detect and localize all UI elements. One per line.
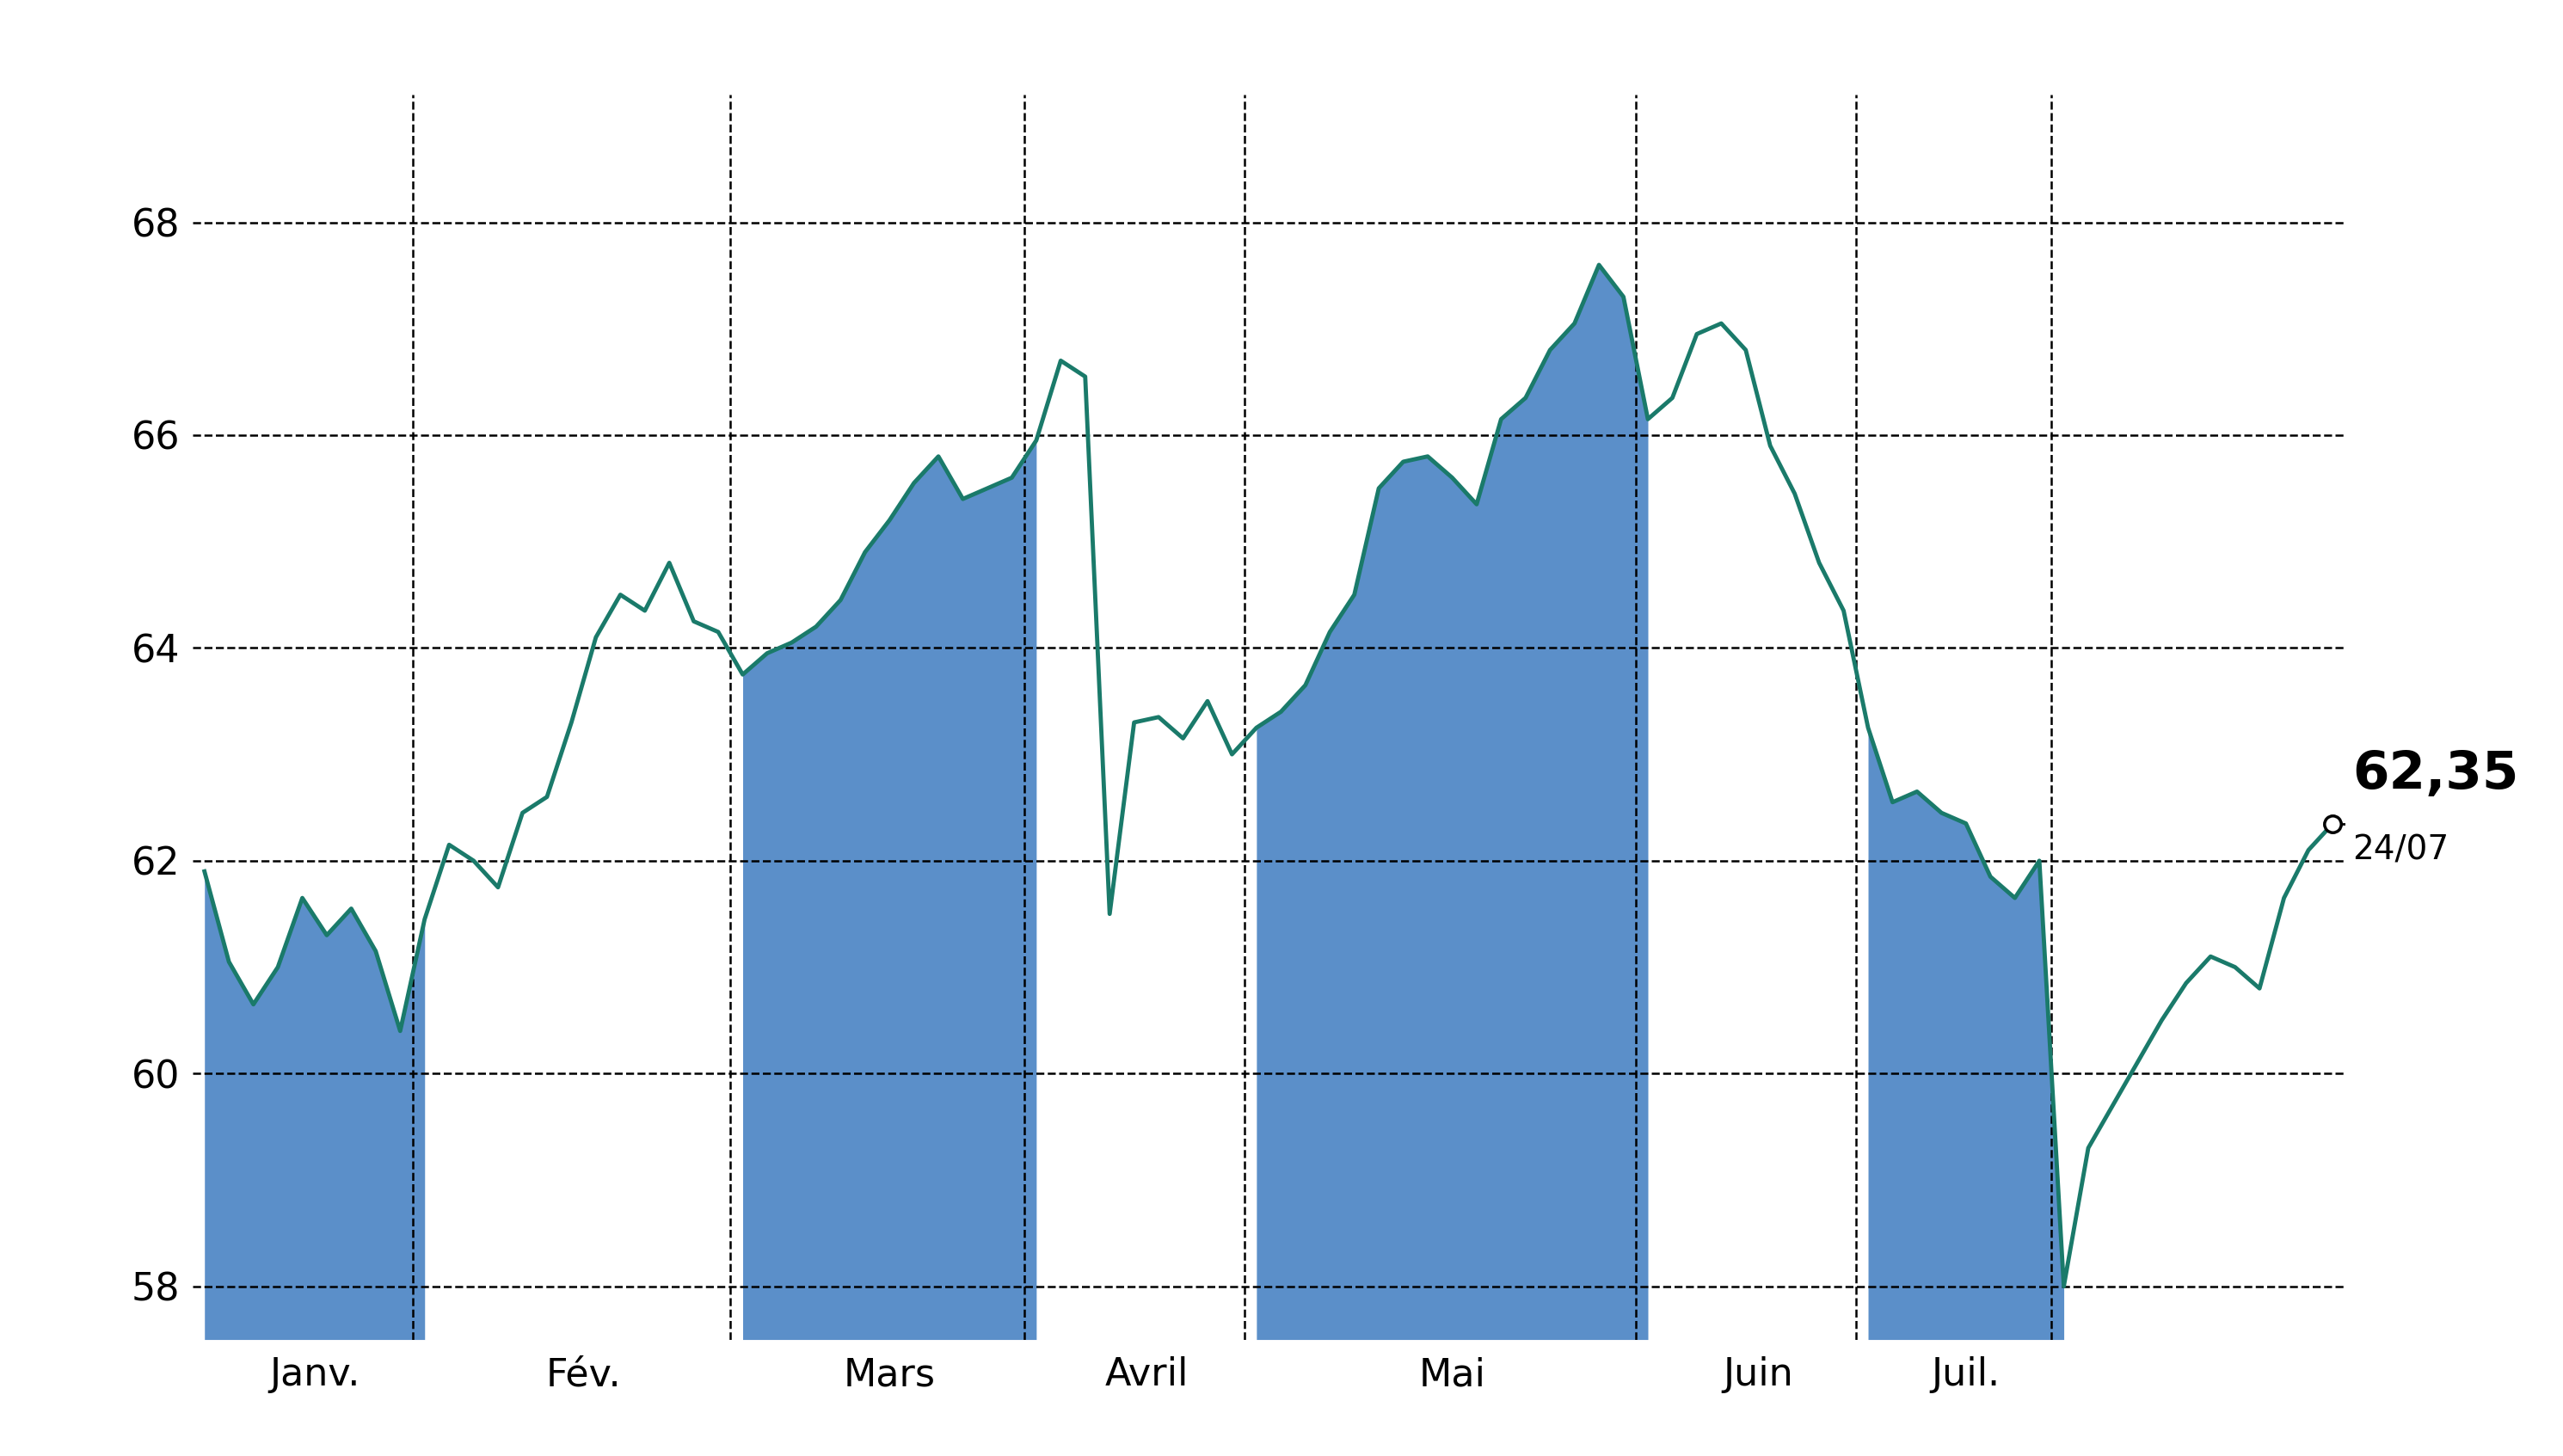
Text: 62,35: 62,35 <box>2353 750 2519 801</box>
Text: 24/07: 24/07 <box>2353 834 2450 866</box>
Text: IPSOS: IPSOS <box>1120 19 1443 112</box>
